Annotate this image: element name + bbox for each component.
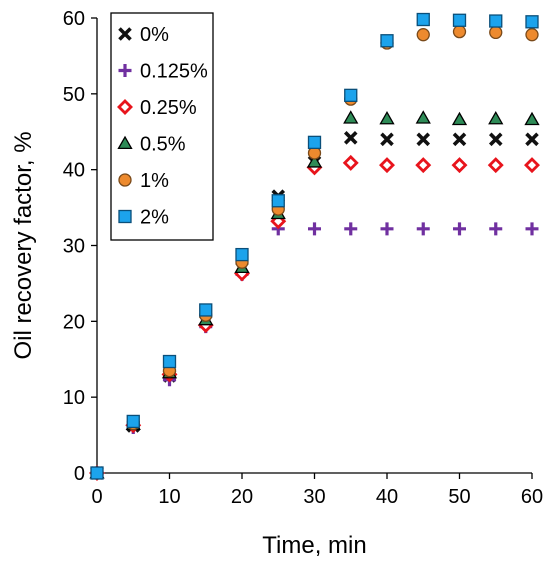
series-2-	[90, 12, 539, 480]
data-point	[270, 213, 287, 230]
x-tick-label: 10	[158, 486, 180, 508]
data-point	[416, 12, 430, 27]
legend-label: 1%	[140, 170, 169, 192]
legend-marker	[118, 173, 132, 187]
data-point	[416, 132, 431, 147]
y-tick-label: 20	[63, 311, 85, 333]
data-point	[525, 132, 539, 147]
data-point	[451, 157, 468, 174]
data-point	[308, 222, 321, 236]
data-point	[416, 222, 430, 236]
data-point	[489, 25, 503, 40]
data-point	[525, 222, 539, 236]
data-point	[525, 28, 539, 42]
x-tick-label: 40	[376, 486, 398, 508]
data-point	[235, 247, 249, 262]
data-point	[489, 222, 503, 236]
data-point	[452, 24, 467, 39]
data-point	[452, 13, 467, 27]
legend-marker	[117, 135, 133, 150]
y-axis-title: Oil recovery factor, %	[10, 131, 37, 359]
data-point	[380, 132, 394, 147]
legend-label: 0.5%	[140, 134, 186, 156]
x-tick-label: 30	[303, 486, 325, 508]
data-point	[524, 157, 540, 174]
x-tick-label: 60	[521, 486, 543, 508]
data-point	[344, 88, 358, 102]
y-tick-label: 0	[74, 463, 85, 485]
data-point	[416, 28, 430, 42]
y-tick-label: 40	[63, 160, 85, 182]
data-point	[380, 222, 394, 236]
legend-label: 0%	[140, 24, 169, 46]
y-tick-label: 60	[63, 8, 85, 30]
data-point	[379, 111, 395, 125]
data-point	[343, 110, 359, 124]
data-point	[271, 194, 285, 208]
y-tick-label: 10	[63, 387, 85, 409]
legend-marker	[118, 64, 132, 77]
legend-marker	[118, 27, 132, 41]
data-point	[415, 157, 432, 174]
legend-label: 0.25%	[140, 97, 197, 119]
legend-box	[110, 12, 214, 241]
data-point	[453, 222, 466, 236]
x-axis-title: Time, min	[262, 532, 366, 559]
legend-label: 2%	[140, 207, 169, 229]
data-point	[524, 111, 540, 126]
data-point	[489, 14, 503, 28]
data-point	[487, 157, 504, 174]
data-point	[488, 132, 503, 147]
x-tick-label: 20	[231, 486, 253, 508]
data-point	[452, 132, 467, 147]
data-point	[199, 303, 213, 317]
data-point	[380, 34, 394, 48]
data-point	[344, 222, 358, 236]
data-point	[342, 154, 359, 171]
legend-label: 0.125%	[140, 61, 208, 83]
data-point	[451, 111, 468, 126]
data-point	[379, 157, 395, 174]
data-point	[90, 466, 104, 480]
x-tick-label: 0	[91, 486, 102, 508]
data-point	[126, 414, 140, 429]
series-0-125-	[90, 222, 539, 480]
data-point	[306, 154, 323, 168]
data-point	[343, 131, 358, 145]
data-point	[307, 135, 322, 150]
legend-marker	[118, 209, 132, 224]
data-point	[162, 354, 177, 369]
data-point	[525, 15, 539, 29]
x-tick-label: 50	[448, 486, 470, 508]
legend-marker	[117, 99, 133, 115]
data-point	[488, 111, 504, 125]
data-marks	[89, 12, 540, 481]
data-point	[415, 110, 431, 124]
axes: 0 10 20 30 40 50 60 0 10 20 30 40 50 60 Time, min Oil r…	[10, 8, 543, 559]
y-tick-label: 30	[63, 236, 85, 258]
legend: 0% 0.125% 0.25% 0.5% 1% 2%	[110, 12, 214, 241]
y-tick-label: 50	[63, 84, 85, 106]
